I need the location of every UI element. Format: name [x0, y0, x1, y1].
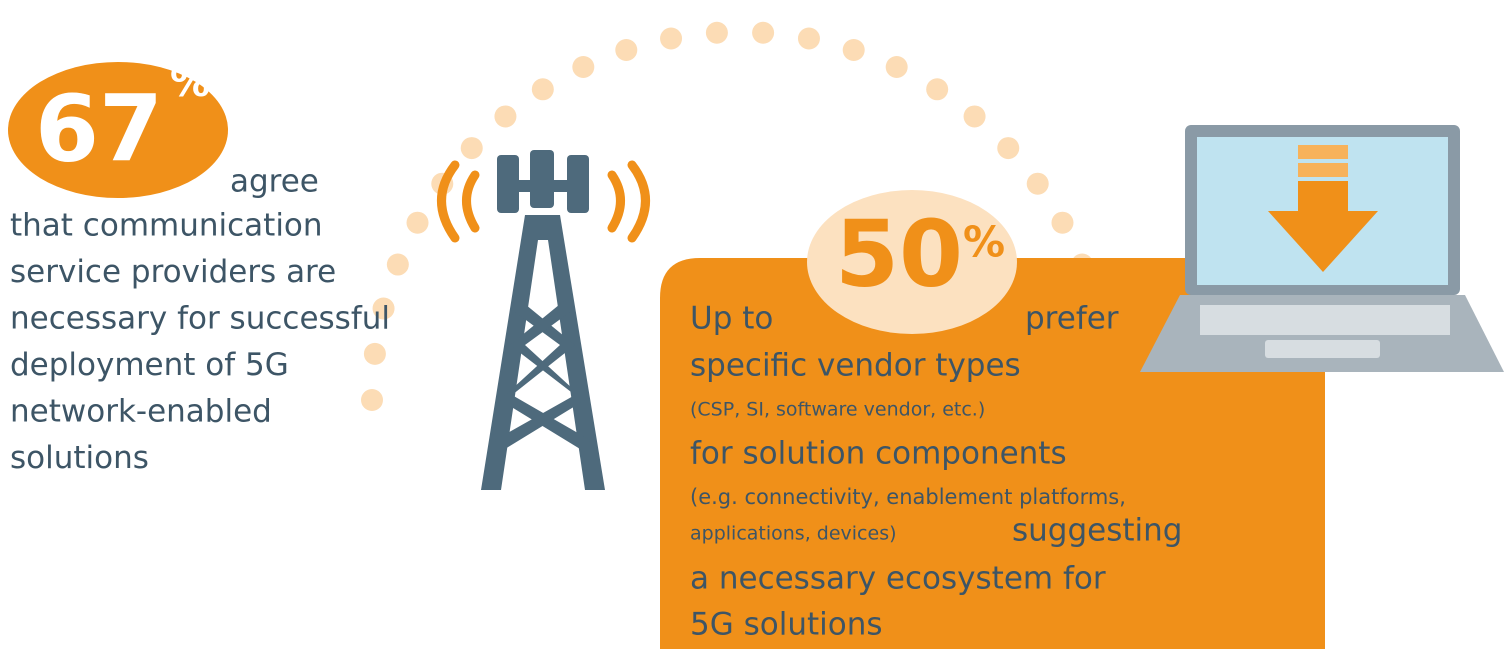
stat-text: a necessary ecosystem for: [690, 561, 1106, 597]
stat-text: suggesting: [1012, 513, 1182, 549]
stat-line: service providers are: [10, 254, 336, 290]
tower-icon: [442, 150, 646, 490]
infographic: 67 % agree that communication service pro…: [0, 0, 1504, 649]
stat-number: 50: [835, 200, 963, 307]
arc-dot: [407, 212, 429, 234]
stat-line: network-enabled: [10, 394, 272, 430]
stat-line: deployment of 5G: [10, 347, 289, 383]
arc-dot: [361, 389, 383, 411]
arc-dot: [572, 56, 594, 78]
stat-unit: %: [963, 218, 1005, 267]
laptop-icon: [1140, 125, 1504, 372]
stat-line: solutions: [10, 440, 149, 476]
arc-dot: [926, 78, 948, 100]
arc-dot: [660, 28, 682, 50]
arc-dot: [964, 105, 986, 127]
stat-lead: prefer: [1025, 301, 1119, 337]
arc-dot: [364, 343, 386, 365]
stat-text: that communication service providers are n…: [10, 208, 390, 477]
stat-text: specific vendor types: [690, 348, 1021, 384]
arc-dot: [615, 39, 637, 61]
stat-line: necessary for successful: [10, 301, 390, 337]
stat-text: for solution components: [690, 436, 1067, 472]
arc-dot: [1027, 173, 1049, 195]
arc-dot: [494, 105, 516, 127]
stat-unit: %: [170, 60, 210, 106]
stat-text: 5G solutions: [690, 607, 883, 643]
stat-line: that communication: [10, 208, 323, 244]
stat-lead: agree: [230, 164, 319, 200]
arc-dot: [706, 22, 728, 44]
stat-number: 67: [35, 75, 163, 182]
stat-prefix: Up to: [690, 301, 773, 337]
arc-dot: [886, 56, 908, 78]
arc-dot: [461, 137, 483, 159]
arc-dot: [752, 22, 774, 44]
stat-note: applications, devices): [690, 523, 897, 545]
arc-dot: [843, 39, 865, 61]
stat-note: (CSP, SI, software vendor, etc.): [690, 399, 985, 421]
arc-dot: [997, 137, 1019, 159]
arc-dot: [532, 78, 554, 100]
stat-note: (e.g. connectivity, enablement platforms…: [690, 485, 1126, 509]
arc-dot: [1051, 212, 1073, 234]
page: 67 % agree that communication service pro…: [0, 0, 1504, 649]
arc-dot: [798, 28, 820, 50]
arc-dot: [387, 254, 409, 276]
